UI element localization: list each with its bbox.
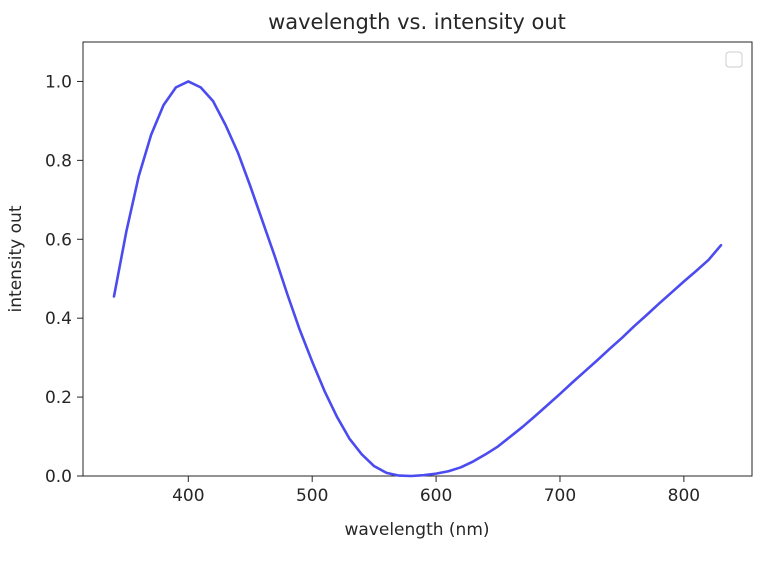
x-tick-label: 800 (668, 486, 700, 506)
y-axis-ticks: 0.0 0.2 0.4 0.6 0.8 1.0 (45, 72, 83, 487)
x-axis-label: wavelength (nm) (344, 520, 489, 540)
y-tick-label: 0.2 (45, 388, 72, 408)
y-tick-label: 0.6 (45, 230, 72, 250)
plot-area (82, 41, 753, 477)
legend-box (725, 51, 743, 68)
x-tick-label: 400 (172, 486, 204, 506)
y-tick-label: 0.4 (45, 309, 72, 329)
x-tick-label: 600 (420, 486, 452, 506)
series-layer (112, 80, 723, 478)
x-tick-label: 500 (296, 486, 328, 506)
x-axis-ticks: 400 500 600 700 800 (172, 476, 700, 506)
y-tick-label: 0.8 (45, 151, 72, 171)
y-axis-label: intensity out (6, 205, 26, 312)
chart-title: wavelength vs. intensity out (268, 10, 566, 34)
y-tick-label: 1.0 (45, 72, 72, 92)
series-line (112, 80, 723, 478)
y-tick-label: 0.0 (45, 467, 72, 487)
x-tick-label: 700 (544, 486, 576, 506)
